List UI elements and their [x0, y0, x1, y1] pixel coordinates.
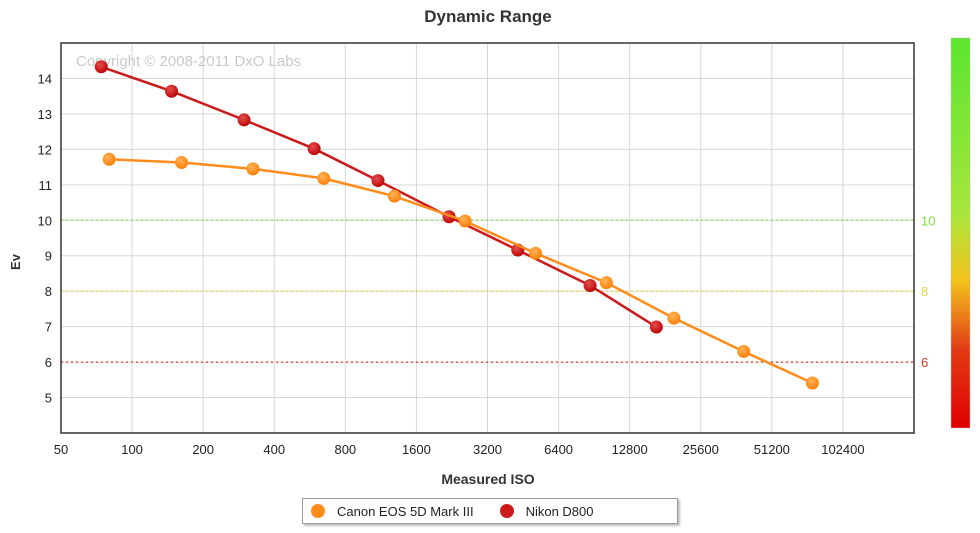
data-point[interactable]	[805, 376, 819, 390]
y-tick-label: 11	[39, 178, 53, 193]
y-tick-label: 14	[38, 71, 52, 86]
data-point[interactable]	[165, 84, 179, 98]
x-tick-label: 400	[263, 442, 285, 457]
data-point[interactable]	[175, 155, 189, 169]
x-tick-label: 102400	[821, 442, 864, 457]
y-tick-labels: 5 6 7 8 9 10 11 12 13 14	[38, 71, 52, 405]
data-point[interactable]	[458, 214, 472, 228]
y-tick-label: 8	[45, 284, 52, 299]
x-tick-label: 100	[121, 442, 143, 457]
data-point[interactable]	[317, 171, 331, 185]
x-tick-label: 200	[192, 442, 214, 457]
reference-label-10: 10	[921, 213, 935, 228]
y-axis-label: Ev	[8, 253, 23, 270]
legend-item-nikon[interactable]: Nikon D800	[499, 503, 594, 519]
series-line	[109, 158, 813, 385]
data-point[interactable]	[102, 152, 116, 166]
reference-lines: 10 8 6	[61, 213, 935, 370]
grid	[61, 42, 914, 433]
x-tick-label: 800	[334, 442, 356, 457]
reference-label-6: 6	[921, 355, 928, 370]
legend-label-canon: Canon EOS 5D Mark III	[337, 503, 474, 519]
data-point[interactable]	[307, 142, 321, 156]
x-tick-label: 25600	[683, 442, 719, 457]
series-canon	[102, 152, 819, 390]
data-point[interactable]	[371, 174, 385, 188]
y-tick-label: 10	[38, 213, 52, 228]
series-line	[100, 65, 657, 329]
data-point[interactable]	[387, 189, 401, 203]
x-tick-label: 51200	[754, 442, 790, 457]
reference-label-8: 8	[921, 284, 928, 299]
data-point[interactable]	[583, 279, 597, 293]
x-tick-label: 6400	[544, 442, 573, 457]
y-tick-label: 13	[38, 107, 52, 122]
data-point[interactable]	[94, 60, 108, 74]
legend-marker-canon	[311, 504, 325, 518]
data-point[interactable]	[667, 311, 681, 325]
y-tick-label: 9	[45, 249, 52, 264]
legend: Canon EOS 5D Mark III Nikon D800	[302, 498, 678, 524]
series-layer	[94, 60, 819, 390]
data-point[interactable]	[246, 162, 260, 176]
watermark: Copyright © 2008-2011 DxO Labs	[76, 53, 301, 70]
legend-item-canon[interactable]: Canon EOS 5D Mark III	[311, 504, 474, 519]
data-point[interactable]	[649, 320, 663, 334]
x-tick-label: 12800	[612, 442, 648, 457]
data-point[interactable]	[237, 113, 251, 127]
x-tick-label: 1600	[402, 442, 431, 457]
series-nikon	[94, 60, 663, 334]
data-point[interactable]	[737, 344, 751, 358]
data-point[interactable]	[599, 276, 613, 290]
y-tick-label: 5	[45, 391, 52, 406]
data-point[interactable]	[528, 246, 542, 260]
y-tick-label: 6	[45, 355, 52, 370]
x-tick-labels: 50 100 200 400 800 1600 3200 6400 12800 25600 5120…	[54, 442, 865, 457]
legend-marker-nikon	[499, 504, 514, 518]
legend-label-nikon: Nikon D800	[525, 503, 594, 519]
y-tick-label: 12	[38, 142, 52, 157]
chart-title: Dynamic Range	[424, 7, 552, 26]
x-tick-label: 3200	[473, 442, 502, 457]
plot-frame	[60, 42, 915, 434]
y-tick-label: 7	[45, 320, 52, 335]
x-tick-label: 50	[54, 442, 68, 457]
x-axis-label: Measured ISO	[441, 471, 534, 487]
color-scale-bar	[950, 37, 971, 429]
